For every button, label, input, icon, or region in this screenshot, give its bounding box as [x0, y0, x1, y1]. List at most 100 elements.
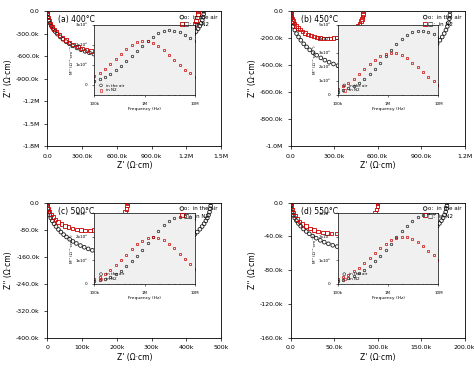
Point — [185, 29, 193, 35]
Point — [430, 226, 438, 232]
Point — [62, 39, 70, 45]
Point — [207, 203, 214, 209]
Point — [77, 227, 85, 233]
Point — [113, 52, 121, 58]
Point — [44, 11, 51, 17]
Point — [354, 23, 362, 29]
Point — [47, 215, 55, 221]
Point — [344, 65, 352, 71]
Point — [82, 48, 89, 54]
Point — [293, 216, 301, 222]
Point — [52, 217, 59, 223]
Point — [45, 17, 53, 23]
Point — [299, 221, 306, 227]
Point — [291, 215, 299, 221]
Point — [190, 24, 197, 30]
Point — [359, 13, 366, 20]
Point — [329, 242, 337, 248]
Point — [446, 16, 453, 22]
Point — [191, 21, 199, 27]
Point — [48, 24, 56, 30]
Point — [379, 67, 387, 73]
Point — [310, 50, 317, 55]
Point — [427, 47, 435, 53]
Point — [362, 221, 370, 227]
Point — [446, 12, 454, 18]
Point — [438, 34, 446, 40]
Point — [111, 252, 118, 258]
Point — [288, 206, 295, 212]
Point — [44, 200, 51, 206]
Point — [364, 68, 372, 74]
Point — [187, 34, 195, 40]
Point — [442, 209, 449, 215]
Point — [291, 213, 299, 219]
Point — [202, 218, 210, 224]
Point — [372, 210, 379, 216]
Point — [144, 53, 152, 59]
Point — [312, 235, 320, 241]
Point — [55, 219, 62, 225]
Point — [60, 232, 67, 238]
Point — [287, 200, 294, 206]
Point — [63, 234, 70, 240]
Point — [420, 52, 428, 58]
Point — [306, 231, 313, 237]
Point — [430, 44, 438, 50]
Point — [442, 27, 450, 33]
Point — [51, 28, 59, 34]
Point — [330, 35, 337, 41]
Point — [61, 223, 69, 229]
Point — [116, 253, 123, 259]
Point — [369, 68, 377, 74]
Point — [351, 227, 358, 233]
Point — [288, 207, 296, 213]
Point — [77, 243, 84, 249]
Point — [125, 55, 132, 61]
Point — [389, 65, 397, 71]
Point — [445, 20, 452, 26]
Point — [88, 48, 95, 54]
Point — [301, 30, 309, 36]
Point — [357, 248, 365, 254]
Point — [207, 206, 214, 212]
Point — [287, 12, 295, 18]
Legend: o:  in the air, □:  in N2: o: in the air, □: in N2 — [423, 206, 462, 218]
Point — [144, 252, 152, 258]
Legend: o:  in the air, □:  in N2: o: in the air, □: in N2 — [180, 206, 219, 218]
Point — [81, 244, 88, 250]
Point — [433, 41, 441, 47]
Point — [288, 16, 296, 22]
Point — [77, 47, 85, 53]
Point — [295, 34, 302, 40]
Point — [200, 11, 208, 17]
Point — [174, 43, 182, 49]
Point — [190, 31, 198, 37]
Point — [194, 11, 201, 17]
Point — [44, 206, 52, 212]
Point — [55, 32, 63, 38]
Point — [90, 227, 98, 233]
Text: (d) 550°C: (d) 550°C — [301, 207, 338, 216]
Point — [93, 249, 100, 255]
Point — [45, 209, 53, 215]
Point — [325, 59, 333, 65]
Point — [160, 45, 167, 51]
Point — [178, 41, 186, 47]
Point — [123, 202, 131, 208]
Point — [321, 57, 328, 63]
Point — [44, 8, 51, 14]
Point — [327, 35, 334, 41]
Point — [296, 27, 304, 33]
Point — [73, 226, 81, 232]
Point — [408, 59, 415, 65]
Point — [179, 35, 187, 41]
Point — [433, 223, 441, 229]
Point — [303, 44, 310, 50]
Point — [290, 212, 297, 218]
Point — [425, 231, 432, 237]
Point — [158, 249, 165, 255]
Point — [296, 219, 303, 225]
Point — [113, 219, 120, 225]
Point — [387, 246, 395, 252]
